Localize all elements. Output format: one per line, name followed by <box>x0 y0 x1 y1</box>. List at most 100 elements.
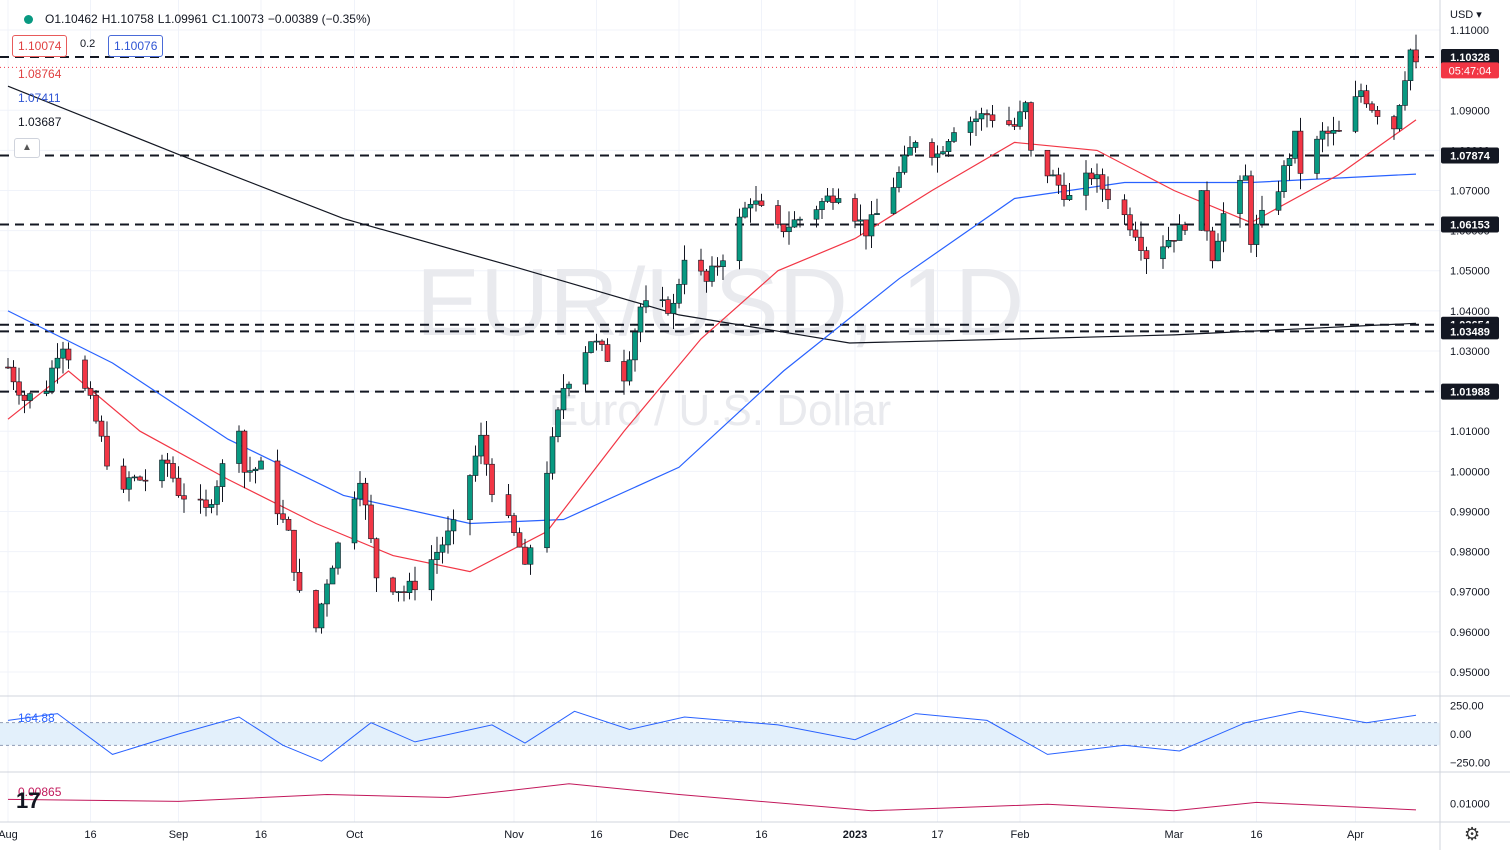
candle <box>753 186 759 212</box>
candle-body <box>401 591 407 593</box>
candle <box>797 216 803 228</box>
candle <box>434 536 440 574</box>
candle-body <box>428 559 435 591</box>
ohlc-open: O1.10462 <box>45 12 98 26</box>
candle <box>582 346 589 393</box>
candle <box>813 205 820 228</box>
candle <box>472 445 479 482</box>
date-tick-label: Nov <box>504 829 524 841</box>
collapse-legend-button[interactable]: ▲ <box>14 138 40 158</box>
cci-band <box>0 722 1440 746</box>
candle <box>1292 130 1298 164</box>
candle <box>830 188 836 210</box>
ma20-label: 1.08764 <box>18 67 62 81</box>
candle <box>566 381 572 397</box>
candle-body <box>1094 174 1100 180</box>
candle <box>791 211 798 228</box>
level-price-tag: 1.06153 <box>1441 216 1499 233</box>
level-tag-label: 1.06153 <box>1450 219 1490 231</box>
candle <box>852 193 858 229</box>
candle-body <box>890 187 897 214</box>
candle <box>940 145 946 156</box>
candle-body <box>412 580 418 591</box>
candle-body <box>1132 229 1139 238</box>
candle-body <box>665 299 671 314</box>
candle <box>593 333 600 351</box>
candle <box>632 328 638 372</box>
cci-tick-label: 250.00 <box>1450 701 1484 713</box>
candle-body <box>1336 130 1342 132</box>
candle-body <box>1396 105 1403 130</box>
candle <box>1066 183 1073 201</box>
candle <box>703 268 710 293</box>
candle-body <box>368 504 374 540</box>
atr-value-label: 0.00865 <box>18 785 62 799</box>
candle <box>747 198 754 223</box>
date-tick-label: Apr <box>1347 829 1364 841</box>
candle <box>1143 246 1150 274</box>
level-tag-bg <box>1441 48 1499 65</box>
support-resistance-levels <box>0 55 1440 393</box>
ohlc-change: −0.00389 (−0.35%) <box>267 12 371 26</box>
candle-body <box>126 477 132 490</box>
candle-body <box>10 366 17 383</box>
candle-body <box>329 567 336 585</box>
candle <box>439 536 446 564</box>
date-tick-label: Dec <box>669 829 689 841</box>
candle-body <box>1325 130 1331 134</box>
date-tick-label: Feb <box>1011 829 1030 841</box>
settings-gear-icon[interactable]: ⚙ <box>1464 824 1481 844</box>
candle <box>1160 235 1166 269</box>
candle <box>835 188 842 205</box>
candle-body <box>527 547 534 565</box>
candle-body <box>82 359 88 389</box>
candle <box>1319 122 1326 153</box>
candle-body <box>203 499 209 508</box>
currency-selector[interactable]: USD ▾ <box>1450 9 1482 21</box>
candle-body <box>1171 240 1177 242</box>
candle-body <box>775 205 781 225</box>
ohlc-high: H1.10758 <box>101 12 154 26</box>
buy-price-button[interactable]: 1.10076 <box>108 35 164 57</box>
candle-body <box>951 132 957 142</box>
candle <box>742 201 748 219</box>
candle <box>296 558 303 593</box>
candle <box>1363 84 1370 108</box>
candle <box>131 474 138 482</box>
candle <box>1253 214 1260 257</box>
candle <box>720 254 726 280</box>
price-tick-label: 0.95000 <box>1450 667 1490 679</box>
candle-body <box>1182 224 1188 231</box>
candle-body <box>566 383 572 389</box>
candle-body <box>5 366 11 369</box>
candle-body <box>516 532 523 548</box>
candle-body <box>142 479 149 482</box>
candle <box>1220 202 1227 253</box>
candle-body <box>175 477 182 496</box>
candle <box>241 429 248 489</box>
candle-body <box>489 463 495 495</box>
candle <box>159 454 165 488</box>
candle-body <box>621 361 627 382</box>
candle <box>1281 160 1287 198</box>
symbol-watermark: EUR/USD, 1D Euro / U.S. Dollar <box>416 249 1024 435</box>
candle-body <box>131 476 138 479</box>
candle-body <box>1319 130 1326 140</box>
market-status-icon <box>24 14 33 24</box>
date-tick-label: Oct <box>346 829 363 841</box>
price-tick-label: 1.00000 <box>1450 466 1490 478</box>
candle-body <box>824 195 831 202</box>
sell-price-button[interactable]: 1.10074 <box>12 35 68 57</box>
candle <box>1088 168 1095 186</box>
candle-body <box>505 494 512 516</box>
candle <box>555 407 561 443</box>
candle-body <box>736 216 743 262</box>
ma200-label: 1.03687 <box>18 115 62 129</box>
candle <box>395 591 402 602</box>
candle-body <box>208 504 215 508</box>
candle-body <box>703 270 710 282</box>
candle-body <box>181 495 187 500</box>
candle <box>670 293 677 329</box>
